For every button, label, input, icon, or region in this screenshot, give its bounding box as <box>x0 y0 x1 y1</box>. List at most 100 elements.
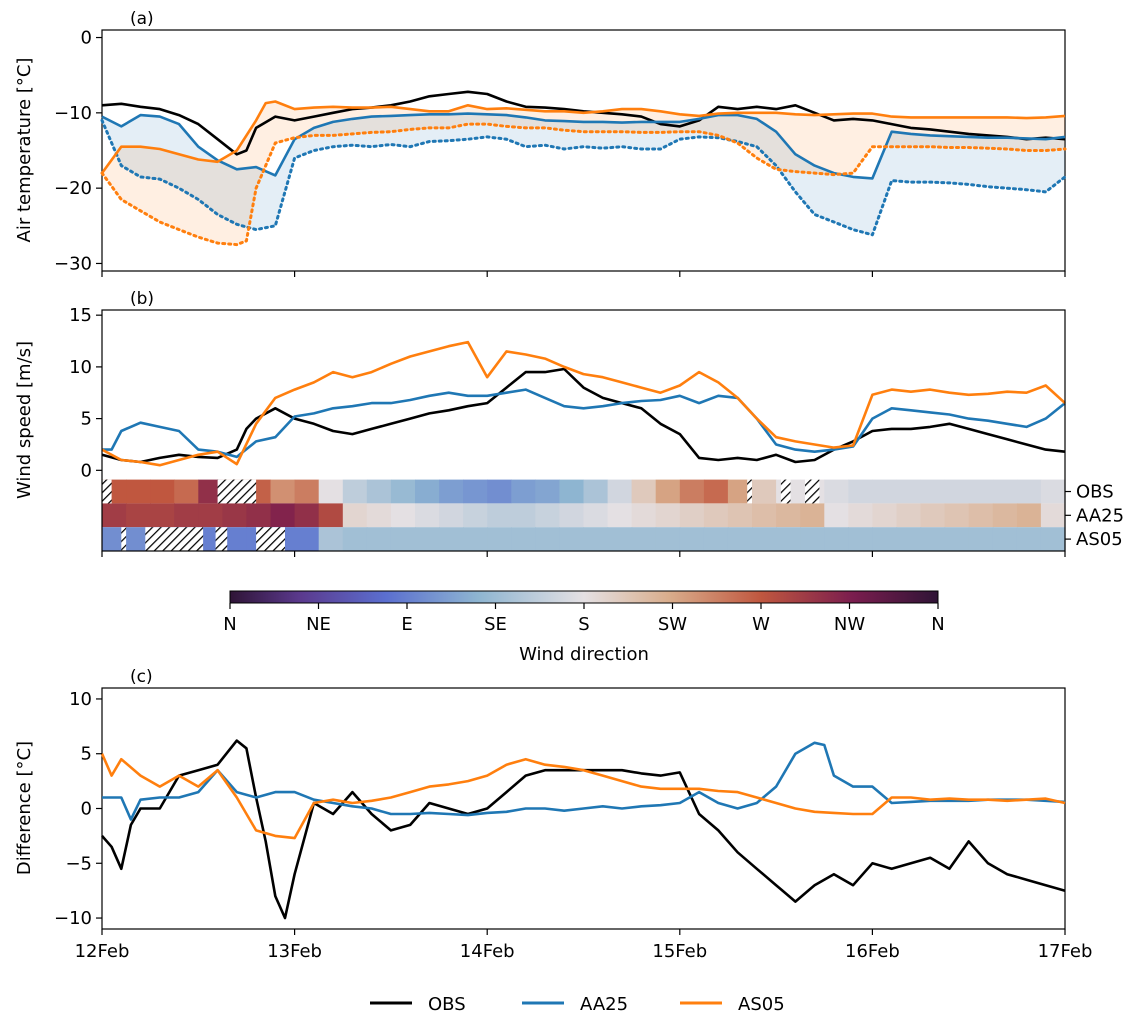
direction-cell-aa25 <box>944 503 970 528</box>
direction-cell-aa25 <box>535 503 560 528</box>
direction-cell-as05 <box>968 527 994 551</box>
direction-cell-aa25 <box>126 503 151 528</box>
direction-cell-as05 <box>415 527 440 551</box>
panel-c-yticks: 10 5 0 −5 −10 <box>54 689 102 929</box>
panel-a-yticks: 0 −10 −20 −30 <box>54 28 102 274</box>
direction-cell-aa25 <box>559 503 585 528</box>
legend-label-as05: AS05 <box>738 994 785 1015</box>
direction-cell-obs <box>655 479 681 504</box>
direction-cell-obs <box>727 479 753 504</box>
direction-cell-obs <box>992 479 1018 504</box>
direction-cell-aa25 <box>102 503 127 528</box>
strip-label-as05: AS05 <box>1076 529 1123 550</box>
direction-cell-obs <box>415 479 440 504</box>
missing-direction-hatch <box>805 479 820 504</box>
direction-cell-aa25 <box>1040 503 1066 528</box>
direction-cell-obs <box>968 479 994 504</box>
direction-cell-as05 <box>342 527 368 551</box>
direction-cell-obs <box>150 479 175 504</box>
legend: OBS AA25 AS05 <box>370 994 785 1015</box>
y-tick-label: −5 <box>65 853 92 874</box>
direction-cell-aa25 <box>607 503 633 528</box>
direction-cell-as05 <box>679 527 705 551</box>
direction-cell-aa25 <box>727 503 753 528</box>
direction-cell-obs <box>342 479 368 504</box>
y-tick-label: 5 <box>81 744 92 765</box>
missing-direction-hatch <box>215 527 228 551</box>
series-line-obs <box>101 90 1066 156</box>
series-line-as05 <box>101 340 1066 467</box>
colorbar-tick-label: SE <box>484 614 507 635</box>
panel-b-frame <box>101 309 1066 552</box>
direction-cell-aa25 <box>848 503 873 528</box>
colorbar-label: Wind direction <box>519 644 649 665</box>
band-as05 <box>102 101 1065 245</box>
x-tick-label: 15Feb <box>652 941 707 962</box>
panel-b-lines <box>101 340 1066 467</box>
direction-cell-aa25 <box>968 503 994 528</box>
series-line-as05-dotted <box>100 122 1067 247</box>
panel-a-xticks <box>101 271 1066 277</box>
direction-cell-aa25 <box>655 503 681 528</box>
direction-cell-obs <box>487 479 512 504</box>
direction-cell-aa25 <box>511 503 536 528</box>
y-tick-label: −30 <box>54 253 92 274</box>
panel-a-bands <box>102 101 1065 245</box>
panel-c-ylabel: Difference [°C] <box>14 741 35 875</box>
direction-cell-obs <box>294 479 320 504</box>
direction-cell-obs <box>390 479 416 504</box>
direction-cell-as05 <box>294 527 320 551</box>
direction-cell-as05 <box>511 527 536 551</box>
direction-cell-obs <box>126 479 151 504</box>
direction-cell-aa25 <box>800 503 825 528</box>
direction-cell-aa25 <box>583 503 609 528</box>
direction-cell-obs <box>1040 479 1066 504</box>
series-line-aa25 <box>102 388 1066 459</box>
x-tick-label: 17Feb <box>1038 941 1093 962</box>
panel-c-lines <box>100 739 1066 920</box>
direction-cell-obs <box>174 479 199 504</box>
legend-label-aa25: AA25 <box>580 994 628 1015</box>
legend-entry-as05: AS05 <box>680 994 785 1015</box>
panel-b-yticks: 0 5 10 15 <box>69 305 102 481</box>
direction-cell-obs <box>270 479 296 504</box>
wind-direction-colorbar: N NE E SE S SW W NW N Wind direction <box>223 590 945 665</box>
colorbar-tick-label: SW <box>658 614 687 635</box>
direction-cell-obs <box>198 479 223 504</box>
direction-cell-as05 <box>1016 527 1042 551</box>
direction-cell-obs <box>607 479 633 504</box>
legend-label-obs: OBS <box>428 994 466 1015</box>
direction-cell-obs <box>439 479 464 504</box>
direction-cell-aa25 <box>318 503 344 528</box>
direction-cell-obs <box>824 479 849 504</box>
direction-cell-aa25 <box>679 503 705 528</box>
colorbar-tick-label: NW <box>834 614 865 635</box>
y-tick-label: 5 <box>81 409 92 430</box>
direction-cell-as05 <box>535 527 560 551</box>
direction-cell-aa25 <box>776 503 801 528</box>
direction-cell-as05 <box>848 527 873 551</box>
direction-cell-as05 <box>655 527 681 551</box>
missing-direction-hatch <box>121 527 127 551</box>
direction-cell-aa25 <box>294 503 320 528</box>
direction-cell-as05 <box>366 527 392 551</box>
colorbar-ticks: N NE E SE S SW W NW N <box>223 603 945 635</box>
band-aa25 <box>102 113 1065 235</box>
colorbar-tick-label: N <box>223 614 236 635</box>
direction-cell-as05 <box>1040 527 1066 551</box>
direction-cell-as05 <box>776 527 801 551</box>
direction-cell-aa25 <box>703 503 729 528</box>
panel-c-label: (c) <box>130 667 153 687</box>
direction-cell-aa25 <box>872 503 898 528</box>
y-tick-label: −10 <box>54 908 92 929</box>
legend-entry-aa25: AA25 <box>522 994 628 1015</box>
direction-cell-as05 <box>487 527 512 551</box>
direction-cell-aa25 <box>366 503 392 528</box>
colorbar-tick-label: W <box>752 614 770 635</box>
direction-cell-aa25 <box>463 503 488 528</box>
x-tick-label: 12Feb <box>75 941 130 962</box>
direction-cell-as05 <box>607 527 633 551</box>
missing-direction-hatch <box>145 527 204 551</box>
missing-direction-hatch <box>217 479 257 504</box>
